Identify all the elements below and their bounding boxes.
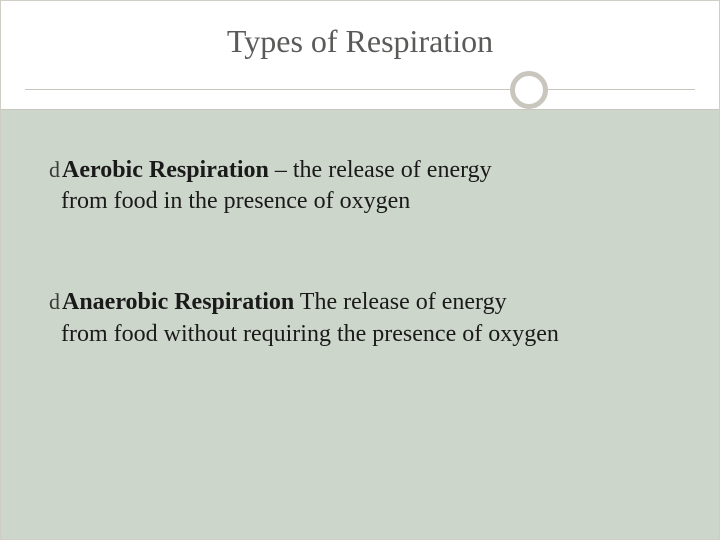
- bullet-separator: –: [269, 157, 293, 183]
- bullet-first-line: dAerobic Respiration – the release of en…: [49, 155, 679, 186]
- slide-container: Types of Respiration dAerobic Respiratio…: [0, 0, 720, 540]
- bullet-term: Anaerobic Respiration: [62, 289, 294, 315]
- bullet-glyph-icon: d: [49, 156, 60, 185]
- title-area: Types of Respiration: [1, 1, 719, 109]
- slide-title: Types of Respiration: [227, 23, 493, 60]
- bullet-first-line: dAnaerobic Respiration The release of en…: [49, 287, 679, 318]
- bullet-item: dAerobic Respiration – the release of en…: [49, 155, 679, 217]
- bullet-term: Aerobic Respiration: [62, 157, 269, 183]
- bullet-def-part1: the release of energy: [293, 157, 492, 183]
- bullet-continuation: from food in the presence of oxygen: [49, 186, 679, 217]
- bullet-continuation: from food without requiring the presence…: [49, 319, 679, 350]
- ring-icon: [510, 71, 548, 109]
- content-area: dAerobic Respiration – the release of en…: [1, 109, 719, 539]
- divider-line: [25, 89, 695, 90]
- bullet-glyph-icon: d: [49, 288, 60, 317]
- bullet-def-part1: The release of energy: [300, 289, 507, 315]
- bullet-item: dAnaerobic Respiration The release of en…: [49, 287, 679, 349]
